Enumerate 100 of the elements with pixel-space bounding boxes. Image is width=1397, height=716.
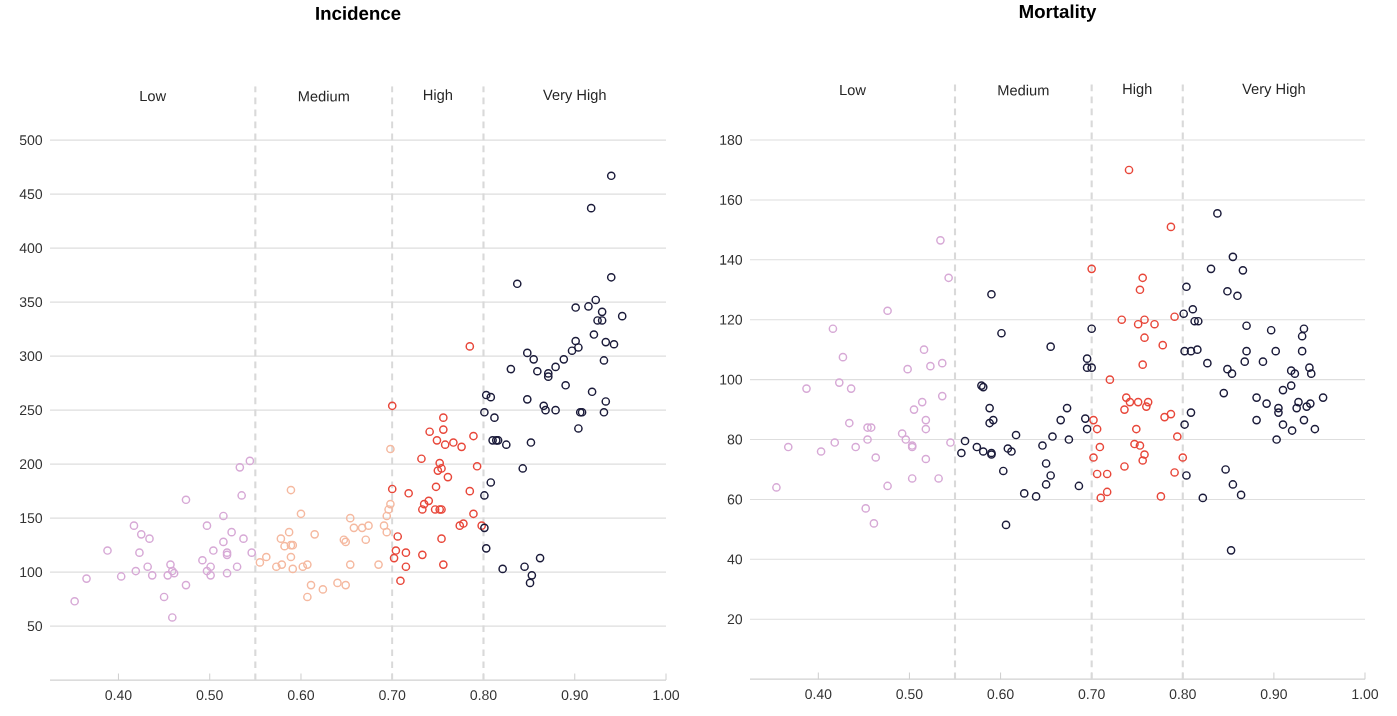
point	[417, 454, 426, 463]
point	[1140, 450, 1149, 459]
point	[587, 387, 597, 397]
point	[1150, 319, 1159, 329]
point	[364, 521, 373, 530]
point	[387, 401, 397, 411]
point	[944, 273, 953, 283]
y-tick-label: 60	[727, 494, 743, 505]
point	[439, 560, 448, 569]
point	[391, 546, 401, 555]
x-tick-label: 0.40	[805, 689, 832, 700]
point	[597, 316, 607, 325]
point	[419, 499, 429, 509]
point	[393, 532, 403, 541]
point	[374, 560, 383, 569]
point	[1089, 453, 1098, 462]
point	[599, 407, 609, 417]
point	[239, 534, 248, 543]
point	[539, 401, 549, 411]
annotation: Low	[840, 84, 866, 96]
point	[181, 495, 191, 505]
point	[396, 576, 405, 586]
y-tick-label: 250	[19, 405, 43, 416]
point	[584, 302, 593, 311]
point	[522, 394, 532, 404]
point	[1170, 468, 1179, 477]
point	[512, 279, 522, 289]
chart-title: Mortality	[1019, 4, 1097, 22]
point	[439, 425, 448, 434]
point	[1166, 222, 1176, 232]
point	[1105, 375, 1115, 384]
point	[280, 541, 289, 551]
annotation: High	[1123, 83, 1152, 97]
annotation: Very High	[1242, 83, 1305, 97]
point	[527, 570, 537, 580]
point	[303, 592, 312, 602]
point	[1089, 415, 1098, 425]
point	[401, 562, 411, 571]
point	[425, 427, 434, 437]
point	[921, 454, 931, 464]
point	[341, 580, 351, 590]
point	[846, 384, 856, 393]
point	[1158, 340, 1168, 350]
point	[498, 564, 507, 574]
point	[437, 534, 446, 543]
point	[286, 552, 296, 562]
point	[469, 509, 478, 519]
y-tick-label: 40	[727, 554, 743, 565]
point	[222, 550, 232, 560]
point	[432, 435, 442, 445]
point	[1133, 319, 1143, 329]
point	[1140, 315, 1149, 325]
point	[232, 562, 242, 571]
point	[599, 356, 609, 365]
point	[480, 407, 489, 417]
point	[863, 435, 872, 444]
point	[606, 272, 616, 282]
point	[606, 171, 616, 181]
point	[145, 534, 154, 543]
point	[206, 570, 215, 580]
point	[143, 562, 152, 571]
point	[465, 486, 475, 496]
point	[926, 361, 935, 371]
x-tick-label: 0.70	[379, 690, 406, 701]
point	[828, 324, 838, 333]
point	[135, 548, 144, 557]
point	[459, 519, 468, 528]
point	[589, 330, 599, 339]
annotation: Very High	[543, 89, 606, 103]
point	[567, 346, 577, 356]
point	[561, 380, 570, 390]
point	[306, 580, 316, 590]
x-tick-label: 0.90	[1260, 689, 1287, 700]
point	[574, 343, 583, 352]
point	[1156, 492, 1166, 501]
x-tick-label: 0.90	[561, 690, 588, 701]
point	[286, 485, 296, 495]
point	[284, 527, 294, 537]
point	[571, 303, 580, 312]
point	[401, 548, 411, 557]
y-tick-label: 140	[720, 254, 743, 265]
point	[551, 405, 560, 415]
point	[472, 461, 482, 471]
point	[1120, 405, 1129, 414]
point	[486, 392, 496, 402]
y-tick-label: 100	[720, 374, 743, 385]
point	[271, 562, 281, 571]
point	[1096, 493, 1106, 503]
point	[131, 566, 141, 576]
point	[919, 345, 929, 354]
point	[883, 481, 892, 491]
point	[389, 553, 399, 563]
point	[871, 453, 881, 462]
point	[82, 574, 91, 583]
point	[1141, 402, 1151, 411]
point	[222, 548, 232, 557]
point	[937, 391, 947, 401]
point	[384, 505, 393, 514]
x-tick-label: 0.40	[105, 690, 132, 701]
point	[506, 364, 516, 374]
